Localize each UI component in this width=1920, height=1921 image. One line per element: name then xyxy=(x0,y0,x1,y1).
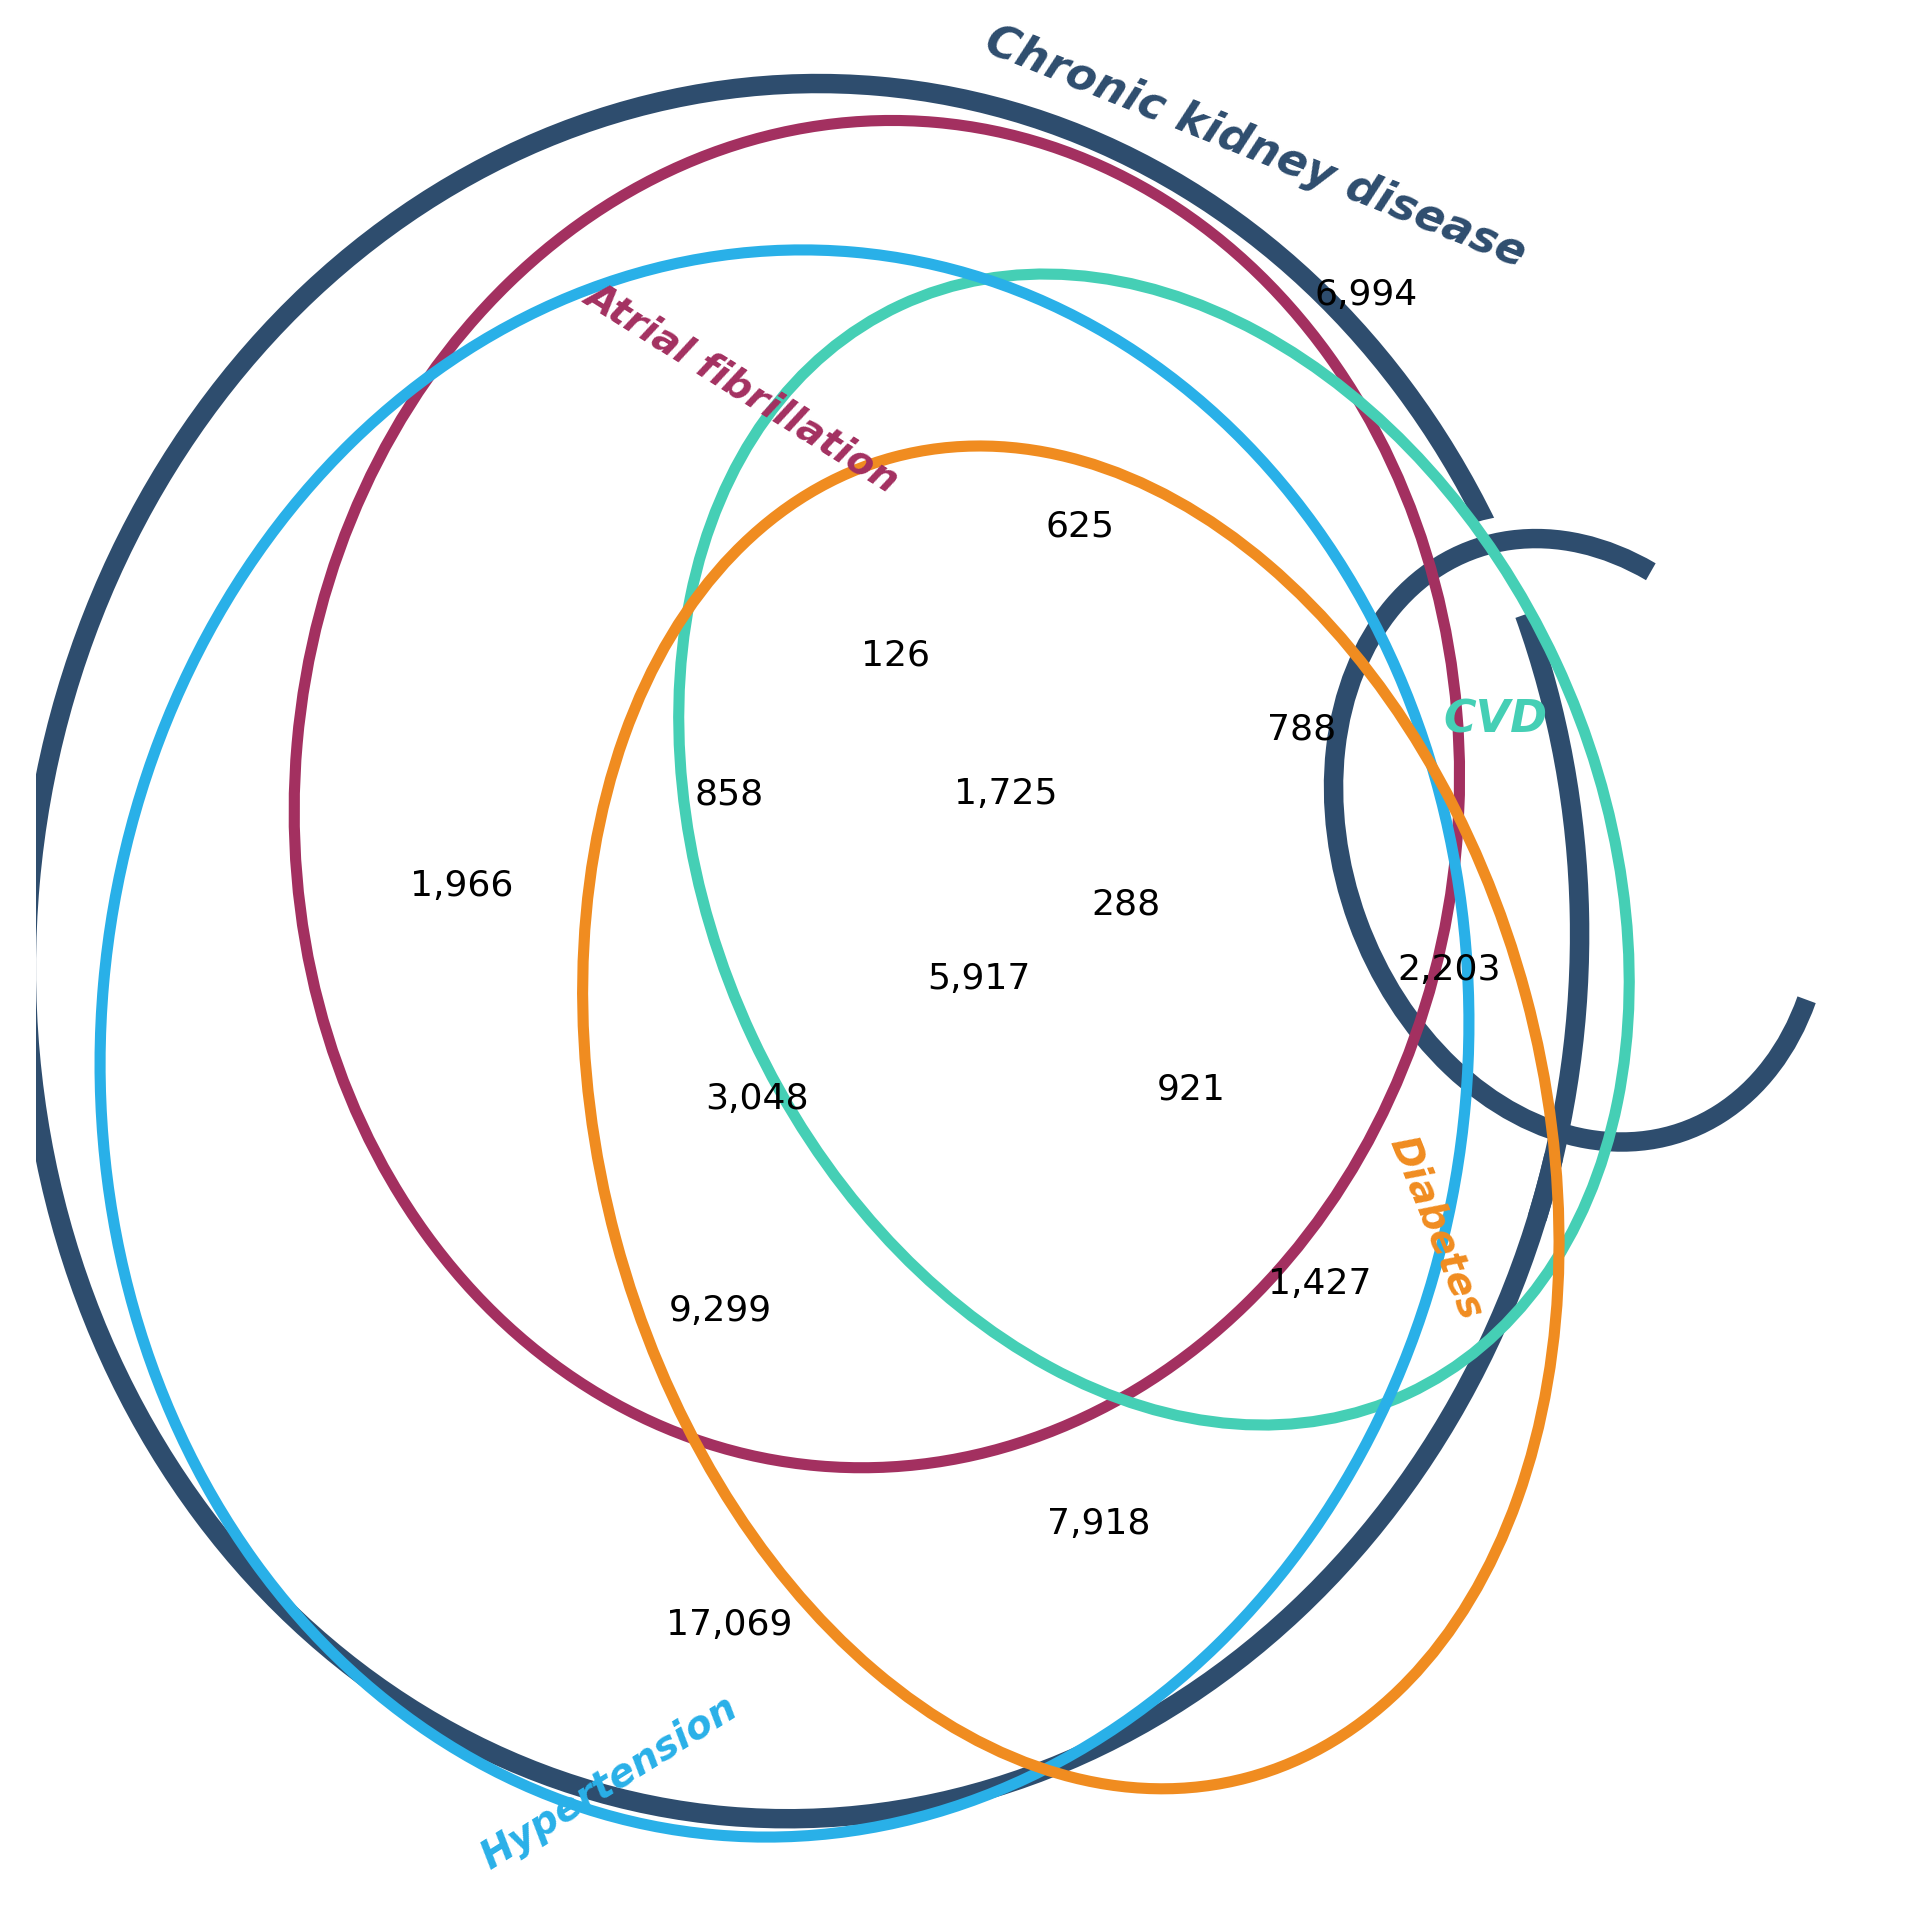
Text: 17,069: 17,069 xyxy=(666,1608,793,1642)
Text: 126: 126 xyxy=(860,638,929,672)
Text: CVD: CVD xyxy=(1444,699,1548,742)
Text: 5,917: 5,917 xyxy=(927,962,1031,995)
Text: 288: 288 xyxy=(1092,888,1162,922)
Text: 625: 625 xyxy=(1046,509,1116,544)
Ellipse shape xyxy=(27,83,1580,1819)
Text: 788: 788 xyxy=(1267,713,1336,747)
Text: Atrial fibrillation: Atrial fibrillation xyxy=(578,275,906,499)
Text: 858: 858 xyxy=(695,778,764,811)
Text: 6,994: 6,994 xyxy=(1315,279,1419,313)
Text: 1,966: 1,966 xyxy=(409,870,513,903)
Text: Chronic kidney disease: Chronic kidney disease xyxy=(979,19,1532,277)
Text: 1,427: 1,427 xyxy=(1269,1266,1373,1301)
Text: 921: 921 xyxy=(1156,1072,1225,1106)
Ellipse shape xyxy=(1319,524,1837,1156)
Text: 1,725: 1,725 xyxy=(954,778,1058,811)
Text: Hypertension: Hypertension xyxy=(474,1689,745,1877)
Text: 2,203: 2,203 xyxy=(1398,953,1501,987)
Text: Diabetes: Diabetes xyxy=(1382,1131,1490,1325)
Text: 3,048: 3,048 xyxy=(705,1082,808,1116)
Text: 7,918: 7,918 xyxy=(1046,1506,1150,1541)
Text: 9,299: 9,299 xyxy=(668,1295,772,1327)
